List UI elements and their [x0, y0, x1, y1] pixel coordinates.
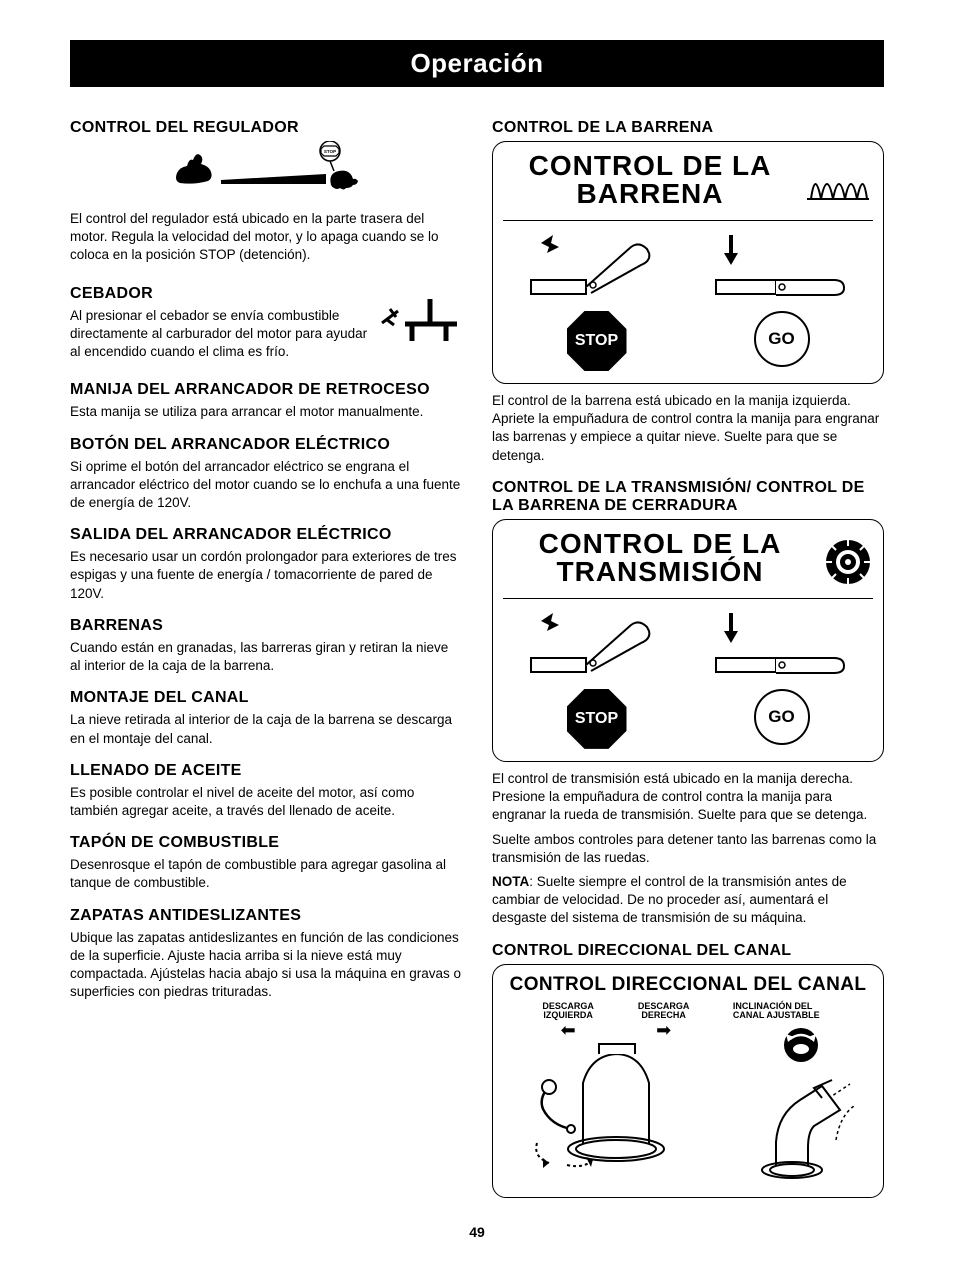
- label-incl-2: CANAL AJUSTABLE: [733, 1011, 869, 1020]
- body-regulador: El control del regulador está ubicado en…: [70, 210, 462, 265]
- throttle-figure: STOP: [70, 141, 462, 206]
- go-circle-icon: GO: [754, 311, 810, 367]
- primer-icon: [372, 289, 462, 349]
- right-column: CONTROL DE LA BARRENA CONTROL DE LA BARR…: [492, 105, 884, 1206]
- heading-cebador: CEBADOR: [70, 285, 372, 303]
- lever-down-icon: [706, 225, 856, 305]
- go-circle-icon: GO: [754, 689, 810, 745]
- tire-icon: [823, 537, 873, 587]
- heading-aceite: LLENADO DE ACEITE: [70, 762, 462, 780]
- heading-barrenas: BARRENAS: [70, 617, 462, 635]
- heading-boton-elec: BOTÓN DEL ARRANCADOR ELÉCTRICO: [70, 436, 462, 454]
- body-control-barrena: El control de la barrena está ubicado en…: [492, 392, 884, 465]
- body-transmision-nota: NOTA: Suelte siempre el control de la tr…: [492, 873, 884, 928]
- body-boton-elec: Si oprime el botón del arrancador eléctr…: [70, 458, 462, 513]
- page-number: 49: [70, 1224, 884, 1240]
- left-column: CONTROL DEL REGULADOR STOP El control de…: [70, 105, 462, 1206]
- nota-label: NOTA: [492, 874, 529, 889]
- auger-icon: [803, 161, 873, 207]
- fig-title-barrena: CONTROL DE LA BARRENA: [503, 152, 797, 208]
- heading-montaje: MONTAJE DEL CANAL: [70, 689, 462, 707]
- body-transmision-1: El control de transmisión está ubicado e…: [492, 770, 884, 825]
- stop-sign-icon: STOP: [567, 311, 627, 371]
- fig-title-transmision: CONTROL DE LA TRANSMISIÓN: [503, 530, 817, 586]
- figure-chute-control: CONTROL DIRECCIONAL DEL CANAL DESCARGA I…: [492, 964, 884, 1198]
- heading-control-barrena: CONTROL DE LA BARRENA: [492, 119, 884, 137]
- heading-regulador: CONTROL DEL REGULADOR: [70, 119, 462, 137]
- page-title-bar: Operación: [70, 40, 884, 87]
- lever-down-icon: [706, 603, 856, 683]
- body-zapatas: Ubique las zapatas antideslizantes en fu…: [70, 929, 462, 1002]
- svg-text:STOP: STOP: [324, 149, 336, 154]
- heading-retroceso: MANIJA DEL ARRANCADOR DE RETROCESO: [70, 381, 462, 399]
- heading-combustible: TAPÓN DE COMBUSTIBLE: [70, 834, 462, 852]
- nota-text: : Suelte siempre el control de la transm…: [492, 874, 847, 925]
- body-salida-elec: Es necesario usar un cordón prolongador …: [70, 548, 462, 603]
- body-retroceso: Esta manija se utiliza para arrancar el …: [70, 403, 462, 421]
- body-barrenas: Cuando están en granadas, las barreras g…: [70, 639, 462, 675]
- body-transmision-2: Suelte ambos controles para detener tant…: [492, 831, 884, 867]
- lever-up-icon: [521, 603, 671, 683]
- heading-control-canal: CONTROL DIRECCIONAL DEL CANAL: [492, 942, 884, 960]
- lever-up-icon: [521, 225, 671, 305]
- body-combustible: Desenrosque el tapón de combustible para…: [70, 856, 462, 892]
- heading-salida-elec: SALIDA DEL ARRANCADOR ELÉCTRICO: [70, 526, 462, 544]
- heading-control-transmision: CONTROL DE LA TRANSMISIÓN/ CONTROL DE LA…: [492, 479, 884, 515]
- chute-tilt-icon: [736, 1070, 866, 1180]
- body-montaje: La nieve retirada al interior de la caja…: [70, 711, 462, 747]
- body-cebador: Al presionar el cebador se envía combust…: [70, 307, 372, 362]
- knob-icon: [776, 1025, 826, 1065]
- chute-rotate-icon: [521, 1039, 711, 1169]
- figure-drive-control: CONTROL DE LA TRANSMISIÓN: [492, 519, 884, 762]
- stop-sign-icon: STOP: [567, 689, 627, 749]
- fig-title-canal: CONTROL DIRECCIONAL DEL CANAL: [503, 975, 873, 994]
- figure-auger-control: CONTROL DE LA BARRENA: [492, 141, 884, 384]
- body-aceite: Es posible controlar el nivel de aceite …: [70, 784, 462, 820]
- two-column-layout: CONTROL DEL REGULADOR STOP El control de…: [70, 105, 884, 1206]
- manual-page: Operación CONTROL DEL REGULADOR STOP: [0, 0, 954, 1270]
- heading-zapatas: ZAPATAS ANTIDESLIZANTES: [70, 907, 462, 925]
